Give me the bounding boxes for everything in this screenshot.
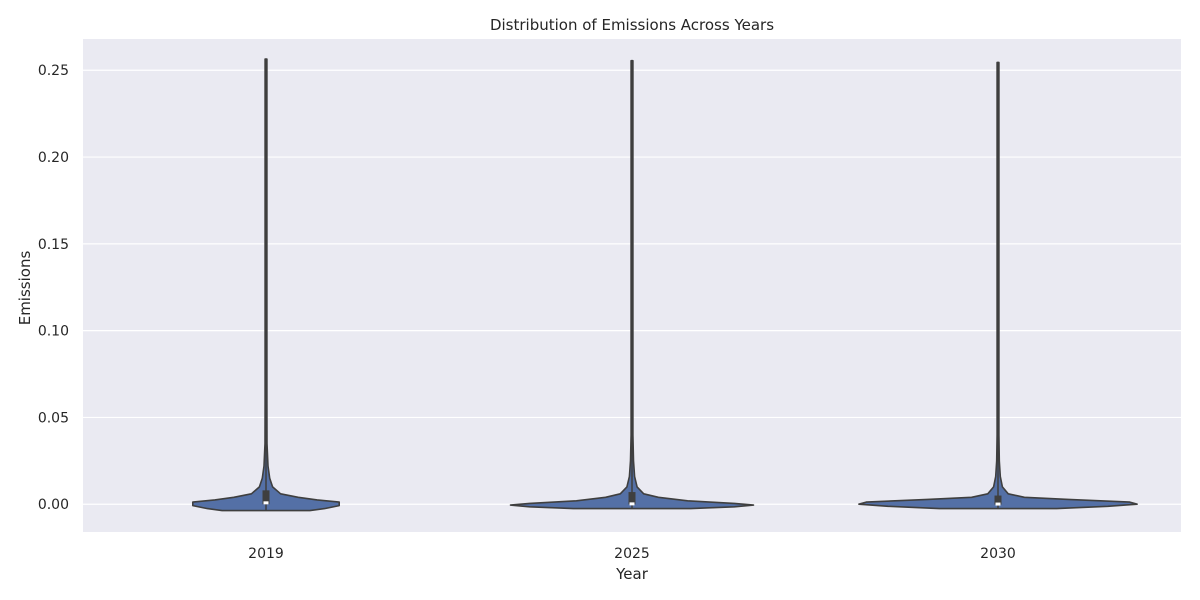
- x-tick-label: 2019: [248, 546, 284, 562]
- violin-median: [629, 502, 635, 506]
- chart-title: Distribution of Emissions Across Years: [490, 16, 774, 34]
- y-axis-label: Emissions: [16, 251, 34, 326]
- y-tick-label: 0.10: [38, 324, 69, 340]
- x-tick-labels: 2019 2025 2030: [248, 546, 1016, 562]
- x-tick-label: 2030: [980, 546, 1016, 562]
- violins: [192, 58, 1138, 512]
- x-axis-label: Year: [615, 565, 649, 583]
- violin-box: [628, 492, 636, 505]
- y-tick-label: 0.20: [38, 150, 69, 166]
- violin-box: [262, 490, 270, 505]
- violin-median: [263, 501, 269, 505]
- violin-box: [994, 495, 1002, 505]
- y-tick-label: 0.25: [38, 63, 69, 79]
- violin-median: [995, 502, 1001, 506]
- y-tick-labels: 0.00 0.05 0.10 0.15 0.20 0.25: [38, 63, 69, 513]
- y-tick-label: 0.00: [38, 497, 69, 513]
- x-tick-label: 2025: [614, 546, 650, 562]
- y-tick-label: 0.05: [38, 410, 69, 426]
- y-tick-label: 0.15: [38, 237, 69, 253]
